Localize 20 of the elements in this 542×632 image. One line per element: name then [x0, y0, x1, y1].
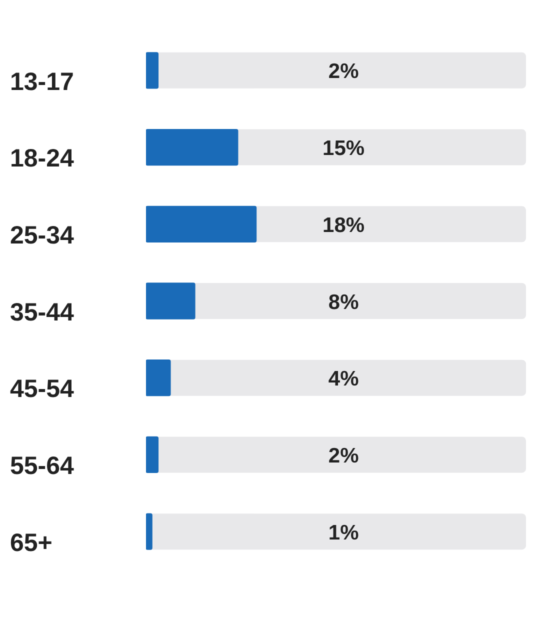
- y-tick-label: 55-64: [10, 452, 74, 480]
- data-label: 1%: [328, 521, 360, 544]
- y-tick-label: 18-24: [10, 144, 74, 173]
- y-tick-label: 35-44: [10, 298, 74, 326]
- y-tick-label: 45-54: [10, 375, 74, 404]
- data-label: 15%: [322, 137, 365, 160]
- data-label: 2%: [328, 60, 360, 84]
- data-label: 4%: [328, 368, 360, 391]
- bar: [146, 436, 159, 474]
- y-tick-label: 25-34: [10, 222, 74, 250]
- data-label: 18%: [322, 214, 365, 237]
- y-tick-label: 65+: [10, 528, 52, 557]
- y-tick-label: 13-17: [10, 68, 74, 96]
- bar: [146, 513, 152, 550]
- bar: [146, 360, 171, 396]
- data-label: 2%: [328, 444, 360, 468]
- data-label: 8%: [328, 290, 360, 314]
- bar: [146, 282, 196, 320]
- bar: [146, 52, 159, 89]
- bar: [146, 128, 238, 166]
